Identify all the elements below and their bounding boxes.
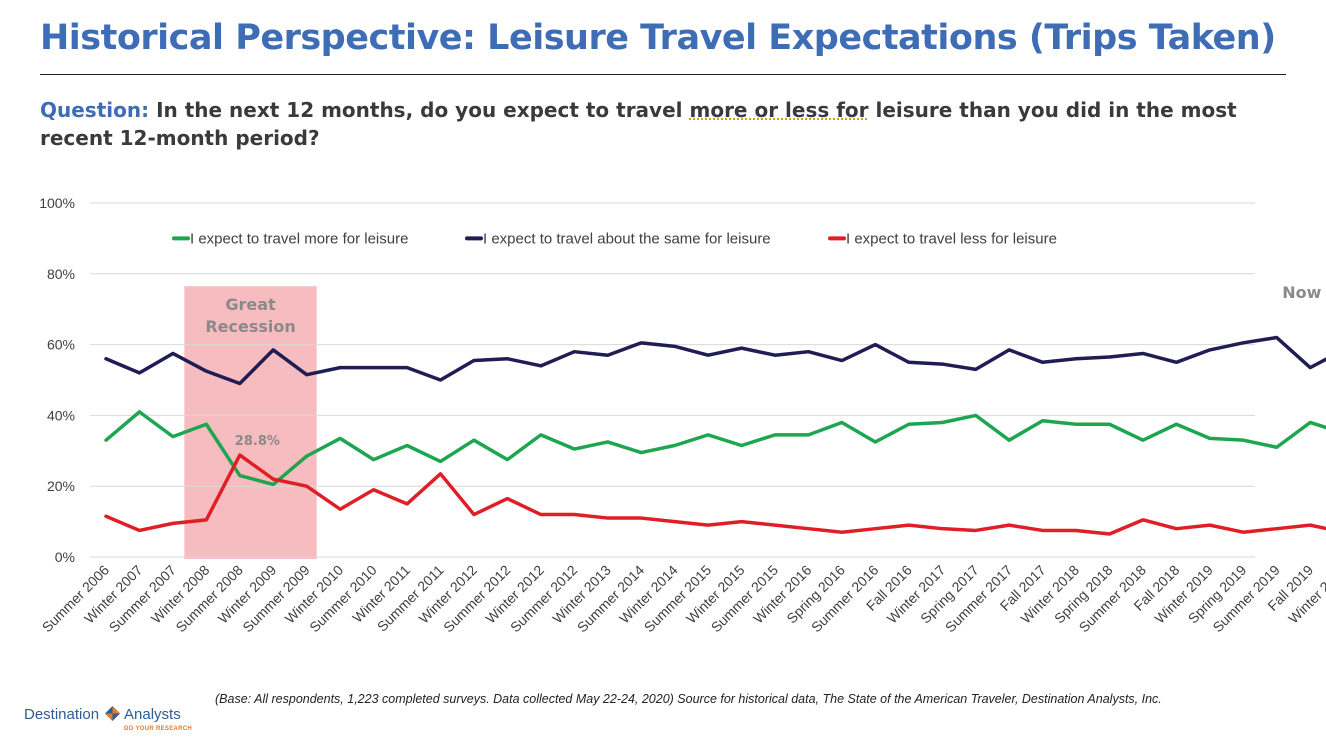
logo-tagline: DO YOUR RESEARCH (124, 726, 193, 732)
shaded-region-label: Now (1282, 283, 1321, 302)
legend-label: I expect to travel about the same for le… (483, 230, 771, 247)
legend-label: I expect to travel less for leisure (846, 230, 1057, 247)
line-chart: GreatRecessionNow0%20%40%60%80%100%Summe… (39, 195, 1326, 635)
y-tick-label: 80% (47, 266, 75, 282)
shaded-region-label: Recession (205, 317, 295, 336)
shaded-region-label: Great (225, 295, 276, 314)
footnote: (Base: All respondents, 1,223 completed … (215, 692, 1162, 706)
series-line-3 (104, 453, 1326, 536)
legend-label: I expect to travel more for leisure (190, 230, 408, 247)
question-label: Question: (40, 98, 150, 122)
page-title: Historical Perspective: Leisure Travel E… (40, 18, 1276, 58)
y-tick-label: 60% (47, 337, 75, 353)
question-text-underlined: more or less for (689, 98, 869, 122)
data-label: 28.8% (235, 434, 280, 449)
title-divider (40, 74, 1286, 75)
logo-word-1: Destination (24, 706, 100, 723)
question-text-end: leisure than you did in the most recent … (40, 98, 1237, 150)
diamond-icon (105, 706, 120, 721)
survey-question: Question: In the next 12 months, do you … (40, 96, 1290, 152)
logo-word-2: Analysts (124, 706, 181, 723)
question-text-start: In the next 12 months, do you expect to … (156, 98, 690, 122)
company-logo: Destination Analysts DO YOUR RESEARCH (24, 704, 194, 740)
y-tick-label: 20% (47, 478, 75, 494)
series-line-2 (104, 335, 1326, 386)
y-tick-label: 0% (55, 549, 75, 565)
series-line-1 (104, 410, 1326, 487)
y-tick-label: 40% (47, 407, 75, 423)
y-tick-label: 100% (39, 195, 75, 211)
